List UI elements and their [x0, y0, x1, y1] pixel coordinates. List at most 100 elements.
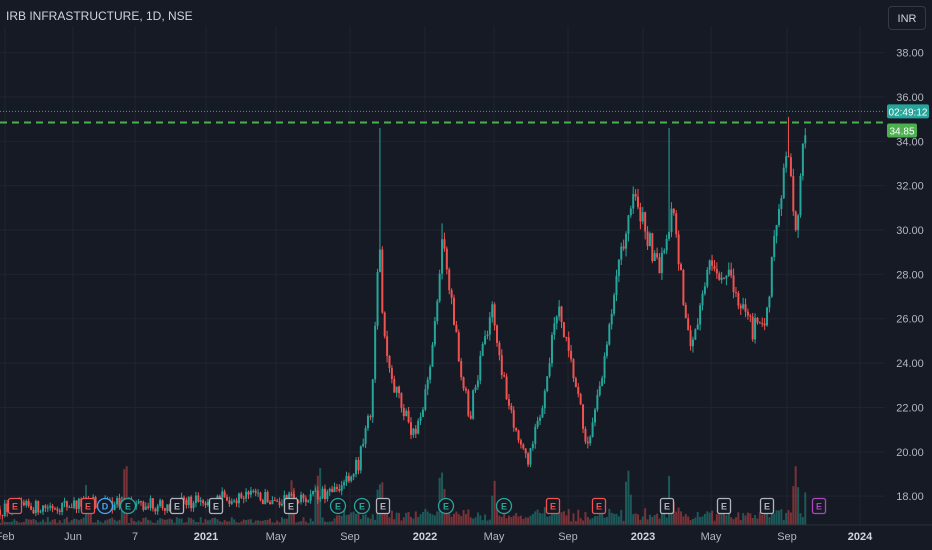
candle-body	[252, 490, 255, 492]
candle-body	[464, 388, 467, 391]
event-marker-earnings_gray[interactable]: E	[283, 497, 299, 515]
event-letter: E	[764, 502, 770, 512]
event-marker-earnings_gray[interactable]: E	[375, 497, 391, 515]
event-marker-earnings_gray[interactable]: E	[759, 497, 775, 515]
volume-bar	[276, 520, 279, 525]
volume-bar	[192, 519, 195, 525]
event-letter: E	[596, 502, 602, 512]
volume-bar	[562, 511, 565, 525]
volume-bar	[775, 510, 778, 525]
candle-body	[567, 337, 570, 351]
candle-body	[553, 323, 556, 335]
event-marker-dividend_blue[interactable]: D	[96, 497, 114, 515]
candle-body	[419, 416, 422, 421]
event-marker-split_green[interactable]: E	[119, 497, 137, 515]
candle-body	[75, 500, 78, 509]
volume-bar	[80, 519, 83, 525]
volume-bar	[639, 519, 642, 525]
candle-body	[773, 236, 776, 258]
volume-bar	[37, 522, 40, 525]
event-letter: E	[125, 502, 131, 512]
volume-bar	[70, 520, 73, 525]
candle-body	[192, 503, 195, 509]
volume-bar	[460, 516, 463, 525]
price-tag-text: 34.85	[889, 126, 914, 137]
candle-body	[519, 440, 522, 445]
volume-bar	[524, 517, 527, 525]
candle-body	[665, 238, 668, 251]
candle-body	[460, 361, 463, 378]
candle-body	[579, 394, 582, 405]
candle-body	[780, 198, 783, 209]
volume-bar	[407, 511, 410, 525]
event-marker-earnings_red[interactable]: E	[7, 497, 23, 515]
volume-bar	[304, 521, 307, 525]
candle-body	[737, 292, 740, 306]
candle-body	[412, 428, 415, 435]
candle-body	[190, 496, 193, 509]
volume-bar	[584, 512, 587, 525]
volume-bar	[333, 518, 336, 525]
event-marker-split_green[interactable]: E	[329, 497, 347, 515]
event-marker-earnings_red[interactable]: E	[545, 497, 561, 515]
candle-body	[44, 505, 47, 508]
volume-bar	[409, 516, 412, 525]
event-marker-split_green[interactable]: E	[495, 497, 513, 515]
candle-body	[474, 387, 477, 391]
event-marker-earnings_red[interactable]: E	[591, 497, 607, 515]
volume-bar	[582, 520, 585, 525]
candle-body	[118, 498, 121, 507]
volume-bar	[130, 517, 133, 525]
volume-bar	[65, 517, 68, 525]
event-letter: E	[288, 502, 294, 512]
candle-body	[409, 422, 412, 435]
volume-bar	[202, 522, 205, 525]
volume-bar	[331, 521, 334, 525]
event-marker-split_green[interactable]: E	[353, 497, 371, 515]
candle-body	[758, 322, 761, 324]
currency-button[interactable]: INR	[888, 6, 926, 30]
event-marker-earnings_red[interactable]: E	[80, 497, 96, 515]
volume-bar	[271, 522, 274, 525]
volume-bar	[785, 512, 788, 525]
volume-bar	[644, 508, 647, 525]
candle-body	[144, 506, 147, 510]
volume-bar	[252, 522, 255, 525]
volume-bar	[691, 518, 694, 525]
volume-bar	[273, 522, 276, 525]
volume-bar	[567, 509, 570, 525]
event-marker-earnings_gray[interactable]: E	[716, 497, 732, 515]
volume-bar	[20, 522, 23, 525]
volume-bars	[0, 466, 807, 525]
volume-bar	[73, 518, 76, 525]
volume-bar	[472, 518, 475, 525]
event-marker-earnings_gray[interactable]: E	[208, 497, 224, 515]
y-tick-label: 30.00	[896, 225, 924, 237]
candle-body	[476, 380, 479, 388]
candle-body	[715, 268, 718, 274]
candle-body	[734, 292, 737, 294]
volume-bar	[87, 504, 90, 525]
volume-bar	[620, 510, 623, 525]
volume-bar	[278, 522, 281, 525]
event-marker-earnings_gray[interactable]: E	[659, 497, 675, 515]
candle-body	[338, 489, 341, 491]
volume-bar	[307, 522, 310, 525]
event-marker-earnings_gray[interactable]: E	[169, 497, 185, 515]
volume-bar	[44, 521, 47, 525]
candle-body	[787, 156, 790, 158]
candle-body	[572, 359, 575, 379]
volume-bar	[627, 470, 630, 525]
event-letter: E	[443, 502, 449, 512]
volume-bar	[727, 512, 730, 525]
event-marker-earnings_purple[interactable]: E	[811, 497, 827, 515]
candle-body	[546, 376, 549, 392]
volume-bar	[746, 512, 749, 525]
volume-bar	[591, 518, 594, 525]
volume-bar	[149, 520, 152, 525]
volume-bar	[209, 519, 212, 525]
volume-bar	[725, 515, 728, 525]
event-marker-split_green[interactable]: E	[437, 497, 455, 515]
volume-bar	[498, 515, 501, 525]
